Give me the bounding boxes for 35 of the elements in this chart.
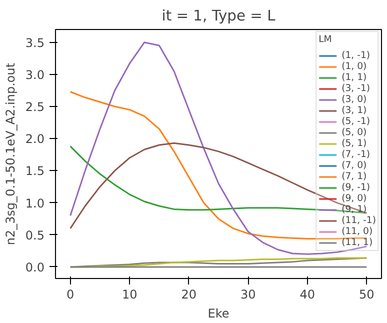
legend-label: (1, 0) — [342, 61, 367, 72]
legend-label: (9, -1) — [342, 182, 370, 193]
x-tick-label: 10 — [122, 288, 138, 302]
y-tick-label: 3.5 — [25, 36, 45, 50]
legend-label: (7, -1) — [342, 149, 370, 160]
legend-label: (3, -1) — [342, 83, 370, 94]
y-tick-label: 1.0 — [25, 196, 45, 210]
legend-label: (5, 1) — [342, 138, 367, 149]
x-axis-title: Eke — [208, 306, 230, 320]
legend-label: (5, -1) — [342, 116, 370, 127]
legend-label: (7, 1) — [342, 171, 367, 182]
chart-title: it = 1, Type = L — [162, 8, 276, 24]
y-tick-label: 2.0 — [25, 132, 45, 146]
y-tick-label: 2.5 — [25, 100, 45, 114]
y-tick-label: 3.0 — [25, 68, 45, 82]
legend-label: (3, 1) — [342, 105, 367, 116]
y-tick-label: 1.5 — [25, 164, 45, 178]
legend-label: (11, 1) — [342, 237, 373, 248]
legend-label: (9, 0) — [342, 193, 367, 204]
legend-label: (7, 0) — [342, 160, 367, 171]
y-axis-title: n2_3sg_0.1-50.1eV_A2.inp.out — [3, 62, 18, 246]
legend-label: (1, -1) — [342, 50, 370, 61]
legend-label: (3, 0) — [342, 94, 367, 105]
x-tick-label: 20 — [181, 288, 197, 302]
x-tick-label: 0 — [66, 288, 74, 302]
legend-label: (5, 0) — [342, 127, 367, 138]
legend-label: (11, 0) — [342, 226, 373, 237]
y-tick-label: 0.5 — [25, 228, 45, 242]
x-tick-label: 50 — [359, 288, 374, 302]
legend-title: LM — [318, 34, 333, 45]
legend-label: (1, 1) — [342, 72, 367, 83]
legend-label: (11, -1) — [342, 215, 376, 226]
x-tick-label: 30 — [240, 288, 256, 302]
y-tick-label: 0.0 — [25, 260, 45, 274]
x-tick-label: 40 — [300, 288, 316, 302]
